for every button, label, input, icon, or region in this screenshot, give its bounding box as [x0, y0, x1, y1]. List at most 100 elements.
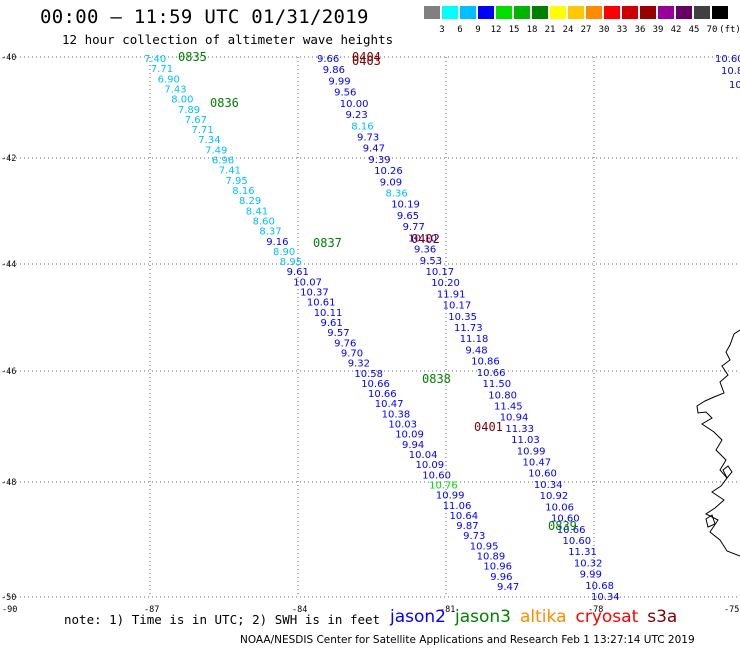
wave-height-value: 9.09: [380, 177, 402, 188]
pass-time-label: 0835: [178, 50, 207, 64]
wave-height-value: 10.76: [429, 481, 458, 492]
legend-label: 18: [526, 25, 538, 35]
wave-height-value: 9.65: [397, 211, 419, 222]
longitude-tick-label: -81: [440, 605, 455, 615]
footer-note: note: 1) Time is in UTC; 2) SWH is in fe…: [64, 612, 381, 627]
legend-swatch: [424, 6, 440, 19]
legend-label: 42: [670, 25, 682, 35]
wave-height-value: 11.50: [483, 379, 512, 390]
wave-height-value: 7.71: [151, 64, 173, 75]
legend-label: 30: [598, 25, 610, 35]
map-title: 00:00 – 11:59 UTC 01/31/2019: [40, 6, 369, 28]
legend-label: 12: [490, 25, 502, 35]
wave-height-value: 8.60: [253, 217, 275, 228]
latitude-tick-label: -42: [1, 154, 16, 164]
map-subtitle: 12 hour collection of altimeter wave hei…: [62, 32, 394, 47]
wave-height-value: 9.76: [334, 338, 356, 349]
coastline-island-b: [705, 514, 716, 528]
wave-height-value: 10.61: [307, 298, 336, 309]
pass-time-label: 0402: [411, 232, 440, 246]
wave-height-value: 9.96: [490, 572, 512, 583]
longitude-tick-label: -78: [588, 605, 603, 615]
wave-height-value: 10.47: [523, 458, 552, 469]
lat-lon-grid: [4, 56, 740, 598]
wave-height-value: 9.57: [327, 328, 349, 339]
wave-height-value: 10.99: [436, 491, 465, 502]
latitude-tick-label: -46: [1, 367, 16, 377]
wave-height-value: 11.33: [505, 424, 534, 435]
legend-swatch: [658, 6, 674, 19]
longitude-tick-label: -84: [292, 605, 307, 615]
mission-jason3: jason3: [455, 607, 511, 627]
wave-height-value: 8.95: [280, 257, 302, 268]
wave-height-value: 11.06: [443, 501, 472, 512]
legend-label: 3: [439, 25, 445, 35]
wave-height-value: 10.35: [448, 312, 477, 323]
legend-swatch: [586, 6, 602, 19]
pass-time-label: 0839: [548, 519, 577, 533]
wave-height-value: 10.17: [443, 301, 472, 312]
wave-height-value: 7.95: [226, 176, 248, 187]
wave-height-value: 9.94: [402, 440, 424, 451]
latitude-tick-label: -50: [1, 593, 16, 603]
legend-swatch: [694, 6, 710, 19]
wave-height-value: 8.16: [351, 121, 373, 132]
wave-height-value: 9.77: [403, 222, 425, 233]
wave-height-value: 10.60: [715, 54, 740, 65]
wave-height-value: 9.61: [321, 318, 343, 329]
wave-height-value: 10.47: [375, 399, 404, 410]
footer-credit: NOAA/NESDIS Center for Satellite Applica…: [240, 634, 695, 646]
wave-height-value: 10.37: [300, 288, 329, 299]
wave-height-value: 9.99: [328, 76, 350, 87]
wave-height-value: 10.66: [368, 389, 397, 400]
wave-height-value: 10.92: [540, 491, 569, 502]
legend-swatch: [478, 6, 494, 19]
pass-time-label: 0838: [422, 372, 451, 386]
wave-height-value: 7.43: [164, 85, 186, 96]
legend-label: 6: [457, 25, 463, 35]
wave-height-value: 10.32: [574, 558, 603, 569]
wave-height-value: 11.73: [454, 323, 483, 334]
wave-height-value: 6.96: [212, 156, 234, 167]
legend-swatch: [568, 6, 584, 19]
wave-height-value: 10.68: [585, 581, 614, 592]
pass-time-label: 0404: [352, 50, 381, 64]
legend-label: 9: [475, 25, 481, 35]
legend-swatch: [676, 6, 692, 19]
wave-height-value: 10.66: [361, 379, 390, 390]
legend-label: 21: [544, 25, 556, 35]
wave-height-value: 11.91: [437, 289, 466, 300]
wave-height-value: 10.19: [391, 200, 420, 211]
mission-legend: jason2 jason3 altika cryosat s3a: [390, 607, 686, 627]
wave-height-value: 10.60: [528, 469, 557, 480]
wave-height-value: 9.16: [266, 237, 288, 248]
wave-height-value: 10.8: [721, 66, 740, 77]
legend-swatch: [514, 6, 530, 19]
wave-height-value: 8.37: [259, 227, 281, 238]
axis-tick-labels: -40 -42 -44 -46 -48 -50 -90 -87 -84 -81 -78 -75: [1, 53, 739, 615]
wave-height-value: 7.49: [205, 145, 227, 156]
wave-height-value: 10.09: [395, 430, 424, 441]
legend-swatch: [622, 6, 638, 19]
wave-height-value: 10.89: [477, 552, 506, 563]
mission-jason2: jason2: [390, 607, 446, 627]
coastline-island-a: [722, 465, 733, 479]
wave-height-value: 9.87: [456, 521, 478, 532]
longitude-tick-label: -75: [724, 605, 739, 615]
altimeter-track-east: 9.669.869.999.5610.009.238.169.739.479.3…: [317, 54, 620, 603]
wave-height-value: 9.53: [420, 256, 442, 267]
wave-height-value: 10.34: [591, 592, 620, 603]
wave-height-value: 7.40: [144, 54, 166, 65]
wave-height-value: 10.94: [500, 413, 529, 424]
wave-height-value: 6.90: [158, 74, 180, 85]
pass-time-label: 0403: [352, 54, 381, 68]
altimeter-track-west: 7.407.716.907.438.007.897.677.717.347.49…: [144, 54, 519, 593]
wave-height-value: 9.47: [363, 144, 385, 155]
wave-height-value: 10.04: [409, 450, 438, 461]
wave-height-value: 10: [729, 80, 740, 91]
latitude-tick-label: -48: [1, 478, 16, 488]
wave-height-value: 10.60: [422, 470, 451, 481]
